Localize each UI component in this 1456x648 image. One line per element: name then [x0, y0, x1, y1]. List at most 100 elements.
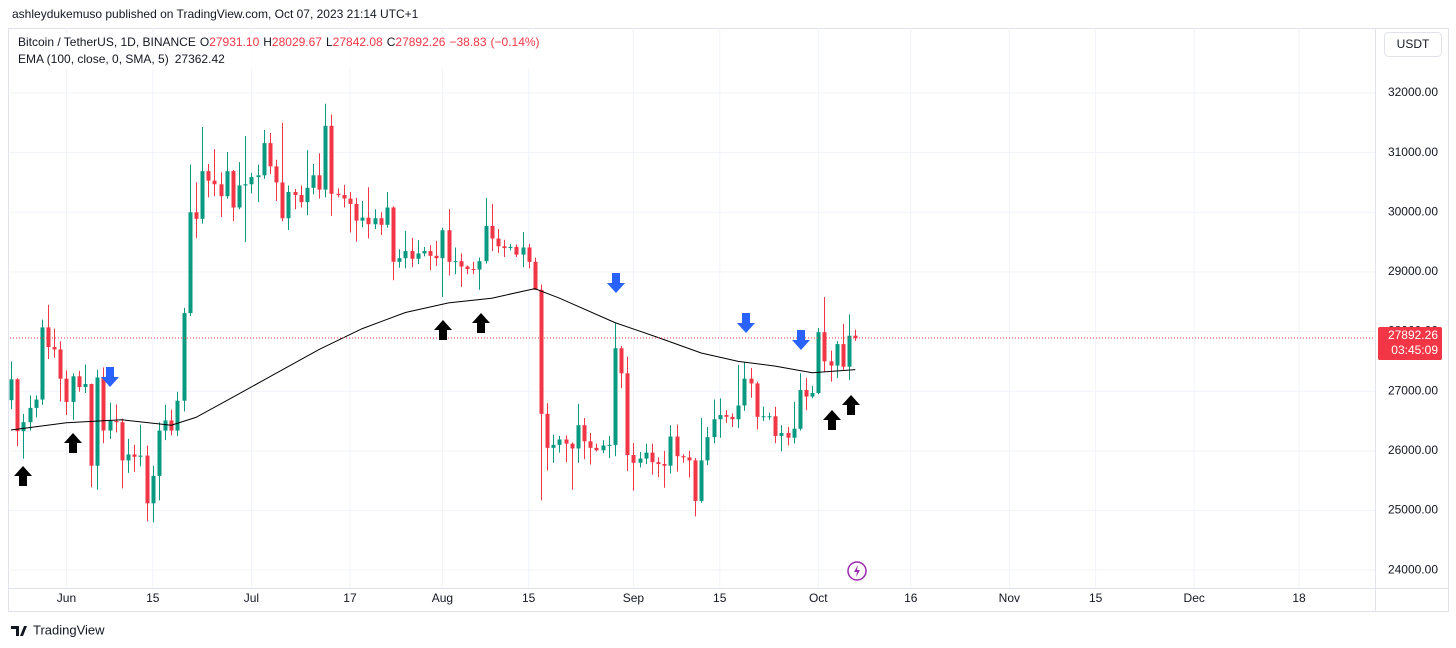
candle-body [249, 177, 254, 185]
candle-body [391, 207, 396, 262]
candle-body [434, 255, 439, 259]
candle-body [687, 457, 692, 461]
candle-body [514, 246, 519, 255]
candle-body [385, 207, 390, 225]
candle-body [77, 376, 82, 388]
x-tick-label: 15 [713, 591, 727, 605]
candle-body [323, 125, 328, 190]
indicator-value: 27362.42 [175, 52, 225, 66]
candle-body [231, 171, 236, 208]
footer: TradingView [11, 622, 105, 637]
candle-body [533, 261, 538, 290]
candle-body [52, 347, 57, 350]
currency-label[interactable]: USDT [1397, 37, 1430, 51]
x-tick-label: 16 [904, 591, 918, 605]
ohlc-key: L [326, 35, 333, 49]
tv-logo [11, 626, 27, 636]
up-arrow [434, 320, 452, 340]
up-arrow [64, 433, 82, 453]
up-arrow [842, 395, 860, 415]
y-tick-label: 29000.00 [1388, 264, 1438, 278]
candle-body [280, 182, 285, 219]
candle-body [373, 218, 378, 225]
candle-body [342, 194, 347, 199]
x-tick-label: 18 [1292, 591, 1306, 605]
candle-body [724, 415, 729, 417]
legend: Bitcoin / TetherUS, 1D, BINANCE O27931.10… [14, 33, 544, 69]
x-tick-label: Jul [244, 591, 259, 605]
x-tick-label: Aug [432, 591, 453, 605]
candle-body [749, 378, 754, 384]
candle-body [182, 313, 187, 401]
candle-body [712, 419, 717, 438]
candle-body [662, 463, 667, 466]
x-tick-label: Nov [999, 591, 1020, 605]
candle-body [212, 180, 217, 185]
candle-body [613, 348, 618, 445]
candle-body [40, 327, 45, 400]
candle-body [484, 225, 489, 262]
y-tick-label: 27000.00 [1388, 383, 1438, 397]
chart-frame [8, 28, 1449, 612]
candle-body [138, 455, 143, 457]
candle-body [274, 166, 279, 183]
candle-body [786, 432, 791, 438]
currency-button[interactable]: USDT [1384, 32, 1442, 57]
candle-body [126, 454, 131, 461]
candle-body [329, 125, 334, 194]
indicator-row: EMA (100, close, 0, SMA, 5) 27362.42 [18, 52, 225, 66]
x-tick-label: 17 [343, 591, 357, 605]
candle-body [311, 175, 316, 188]
candle-body [58, 349, 63, 379]
down-arrow [792, 330, 810, 350]
currency-button-frame[interactable] [1384, 32, 1442, 57]
candle-body [428, 251, 433, 256]
down-arrow [607, 273, 625, 293]
candle-body [527, 247, 532, 262]
candle-body [699, 460, 704, 501]
candle-body [293, 192, 298, 195]
x-tick-label: 15 [522, 591, 536, 605]
candle-body [638, 458, 643, 463]
candle-body [379, 218, 384, 225]
candle-body [89, 384, 94, 466]
candle-body [718, 415, 723, 420]
plot [9, 103, 1375, 523]
candle-body [163, 420, 168, 431]
candle-body [145, 455, 150, 504]
candle-body [675, 436, 680, 457]
candle-body [564, 439, 569, 444]
candle-body [693, 460, 698, 501]
candle-body [416, 253, 421, 259]
x-tick-label: Jun [57, 591, 76, 605]
candle-body [305, 187, 310, 203]
candle-body [545, 413, 550, 448]
legend-row: Bitcoin / TetherUS, 1D, BINANCE O27931.10… [18, 35, 540, 49]
candle-body [853, 335, 858, 338]
event-bolt[interactable] [854, 565, 860, 577]
candle-body [422, 251, 427, 254]
candle-body [237, 185, 242, 208]
events-icon[interactable] [847, 561, 867, 581]
candle-body [496, 238, 501, 247]
candle-body [631, 455, 636, 463]
ohlc-value: 27842.08 [333, 35, 383, 49]
candle-body [397, 258, 402, 262]
candle-body [175, 400, 180, 431]
candle-body [736, 405, 741, 420]
candle-body [157, 430, 162, 476]
candle-body [317, 175, 322, 190]
candle-body [268, 143, 273, 167]
candle-body [132, 454, 137, 457]
candle-body [681, 456, 686, 458]
candle-body [194, 212, 199, 219]
candle-body [256, 175, 261, 178]
candle-body [348, 198, 353, 204]
candle-body [188, 212, 193, 314]
candle-body [502, 246, 507, 249]
indicator-name: EMA (100, close, 0, SMA, 5) [18, 52, 169, 66]
ohlc-value: 27892.26 [395, 35, 445, 49]
candle-body [742, 378, 747, 406]
candle-body [767, 416, 772, 418]
x-tick-label: Dec [1184, 591, 1205, 605]
